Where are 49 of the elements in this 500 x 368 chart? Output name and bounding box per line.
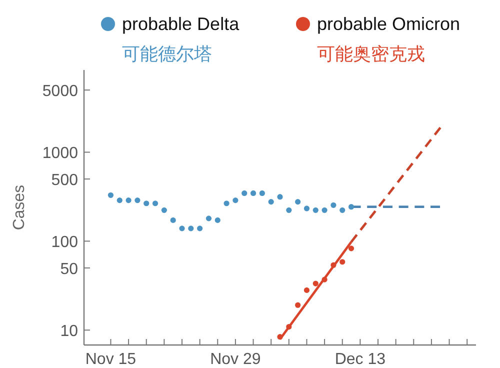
y-tick-label: 10 [60, 323, 78, 340]
point [322, 207, 328, 213]
y-tick-label: 100 [51, 234, 78, 252]
point [259, 190, 265, 196]
point [197, 226, 203, 232]
x-tick-label: Nov 15 [85, 351, 136, 368]
point [286, 324, 292, 330]
point [214, 217, 220, 224]
point [304, 287, 310, 293]
point [152, 200, 158, 206]
point [340, 207, 346, 213]
y-tick-label: 5000 [42, 83, 78, 100]
point [232, 197, 238, 204]
point [348, 204, 354, 210]
point [134, 197, 140, 204]
point [277, 334, 283, 340]
y-tick-label: 500 [51, 172, 78, 189]
x-tick-label: Dec 13 [334, 351, 386, 368]
point [250, 190, 256, 196]
point [348, 246, 354, 252]
point [242, 190, 248, 196]
y-tick-label: 1000 [42, 145, 78, 162]
point [108, 192, 114, 198]
point [322, 276, 328, 282]
point [304, 206, 310, 212]
x-tick-label: Nov 29 [210, 351, 261, 368]
point [286, 207, 292, 213]
point [312, 207, 318, 213]
point [268, 199, 274, 205]
point [206, 216, 212, 222]
point [179, 226, 185, 232]
point [188, 226, 194, 232]
point [340, 259, 346, 265]
point [312, 280, 318, 286]
legend-label: probable Omicron 可能奥密克戎 [317, 14, 460, 64]
point [330, 202, 336, 208]
point [170, 217, 176, 224]
point [161, 207, 167, 213]
point [277, 194, 283, 200]
y-axis-title: Cases [11, 184, 28, 230]
legend-label: probable Delta 可能德尔塔 [122, 14, 240, 64]
point [330, 262, 336, 268]
point [126, 197, 132, 204]
point [224, 200, 230, 206]
y-tick-label: 50 [60, 260, 78, 278]
point [144, 200, 150, 206]
point [295, 302, 301, 308]
point [116, 197, 122, 204]
point [295, 199, 301, 205]
